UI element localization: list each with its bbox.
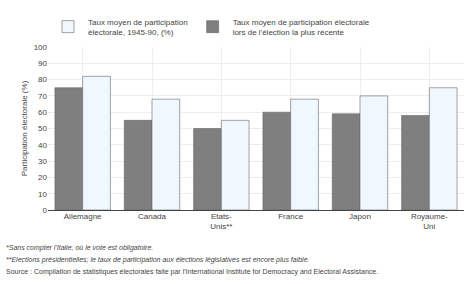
- svg-text:70: 70: [38, 92, 47, 101]
- svg-text:Allemagne: Allemagne: [64, 212, 102, 221]
- svg-text:20: 20: [38, 173, 47, 182]
- svg-text:Participation électorale (%): Participation électorale (%): [20, 80, 29, 176]
- svg-text:Etats-Unis**: Etats-Unis**: [210, 212, 232, 231]
- svg-text:France: France: [278, 212, 303, 221]
- svg-text:Canada: Canada: [138, 212, 167, 221]
- svg-text:30: 30: [38, 157, 47, 166]
- svg-text:10: 10: [38, 190, 47, 199]
- svg-text:60: 60: [38, 108, 47, 117]
- svg-text:0: 0: [43, 206, 48, 215]
- svg-text:Taux moyen de participation él: Taux moyen de participation électoralelo…: [233, 18, 370, 37]
- svg-text:Royaume-Uni: Royaume-Uni: [411, 212, 448, 231]
- svg-text:Japon: Japon: [349, 212, 371, 221]
- svg-text:80: 80: [38, 75, 47, 84]
- svg-text:100: 100: [34, 43, 48, 52]
- svg-text:*Sans compter l'Italie, où le: *Sans compter l'Italie, où le vote est o…: [6, 244, 153, 252]
- svg-text:Source : Compilation de statis: Source : Compilation de statistiques éle…: [6, 268, 378, 276]
- svg-text:90: 90: [38, 59, 47, 68]
- svg-text:Taux moyen de participationéle: Taux moyen de participationélectorale, 1…: [88, 18, 188, 37]
- svg-text:**Elections présidentielles; l: **Elections présidentielles; le taux de …: [6, 256, 310, 264]
- svg-text:50: 50: [38, 124, 47, 133]
- svg-text:40: 40: [38, 141, 47, 150]
